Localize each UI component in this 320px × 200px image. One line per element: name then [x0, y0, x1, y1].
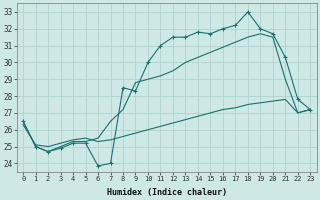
- X-axis label: Humidex (Indice chaleur): Humidex (Indice chaleur): [107, 188, 227, 197]
